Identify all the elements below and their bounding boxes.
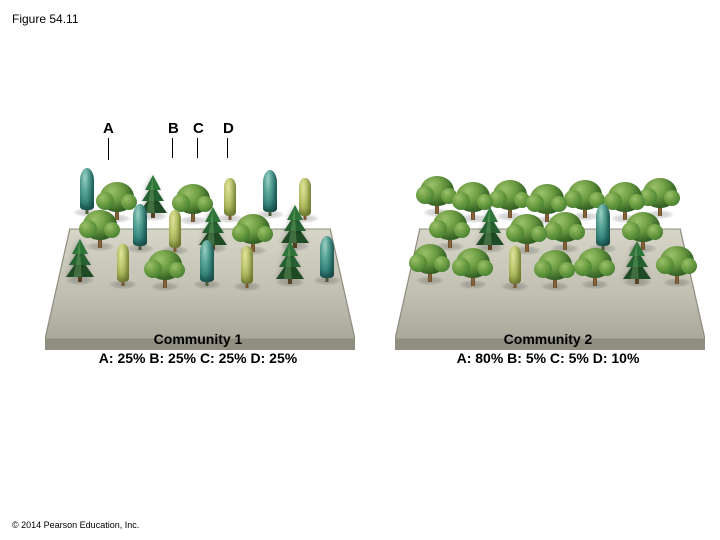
tree-species-A [453, 236, 493, 286]
community-1-title: Community 1 [38, 330, 358, 349]
tree-species-B [227, 238, 267, 288]
community-2-title: Community 2 [388, 330, 708, 349]
tree-species-A [535, 238, 575, 288]
crown [320, 236, 334, 278]
cone-layer [631, 243, 639, 279]
tree-species-A [410, 232, 450, 282]
tree-species-B [495, 238, 535, 288]
figure-label: Figure 54.11 [12, 12, 79, 26]
community-1-percentages: A: 25% B: 25% C: 25% D: 25% [38, 349, 358, 368]
crown [578, 248, 612, 278]
crown [538, 250, 572, 280]
tree-species-D [617, 234, 657, 284]
tree-species-D [270, 234, 310, 284]
crown [660, 246, 694, 276]
community-2-plot [395, 130, 705, 350]
community-1-plot: A B C D [45, 130, 355, 350]
community-2-percentages: A: 80% B: 5% C: 5% D: 10% [388, 349, 708, 368]
cone-layer [74, 241, 82, 277]
crown [241, 246, 253, 284]
diagram-stage: A B C D [0, 120, 720, 420]
crown [200, 240, 214, 282]
tree-species-D [60, 232, 100, 282]
trees-container-1 [45, 130, 355, 350]
tree-species-A [145, 238, 185, 288]
tree-species-C [307, 232, 347, 282]
crown [413, 244, 447, 274]
community-2-caption: Community 2 A: 80% B: 5% C: 5% D: 10% [388, 330, 708, 368]
crown [148, 250, 182, 280]
crown [509, 246, 521, 284]
tree-species-A [657, 234, 697, 284]
community-1-caption: Community 1 A: 25% B: 25% C: 25% D: 25% [38, 330, 358, 368]
crown [117, 244, 129, 282]
trees-container-2 [395, 130, 705, 350]
crown [456, 248, 490, 278]
tree-species-A [575, 236, 615, 286]
tree-species-B [103, 236, 143, 286]
cone-layer [284, 243, 292, 279]
copyright-text: © 2014 Pearson Education, Inc. [12, 520, 139, 530]
tree-species-C [187, 236, 227, 286]
